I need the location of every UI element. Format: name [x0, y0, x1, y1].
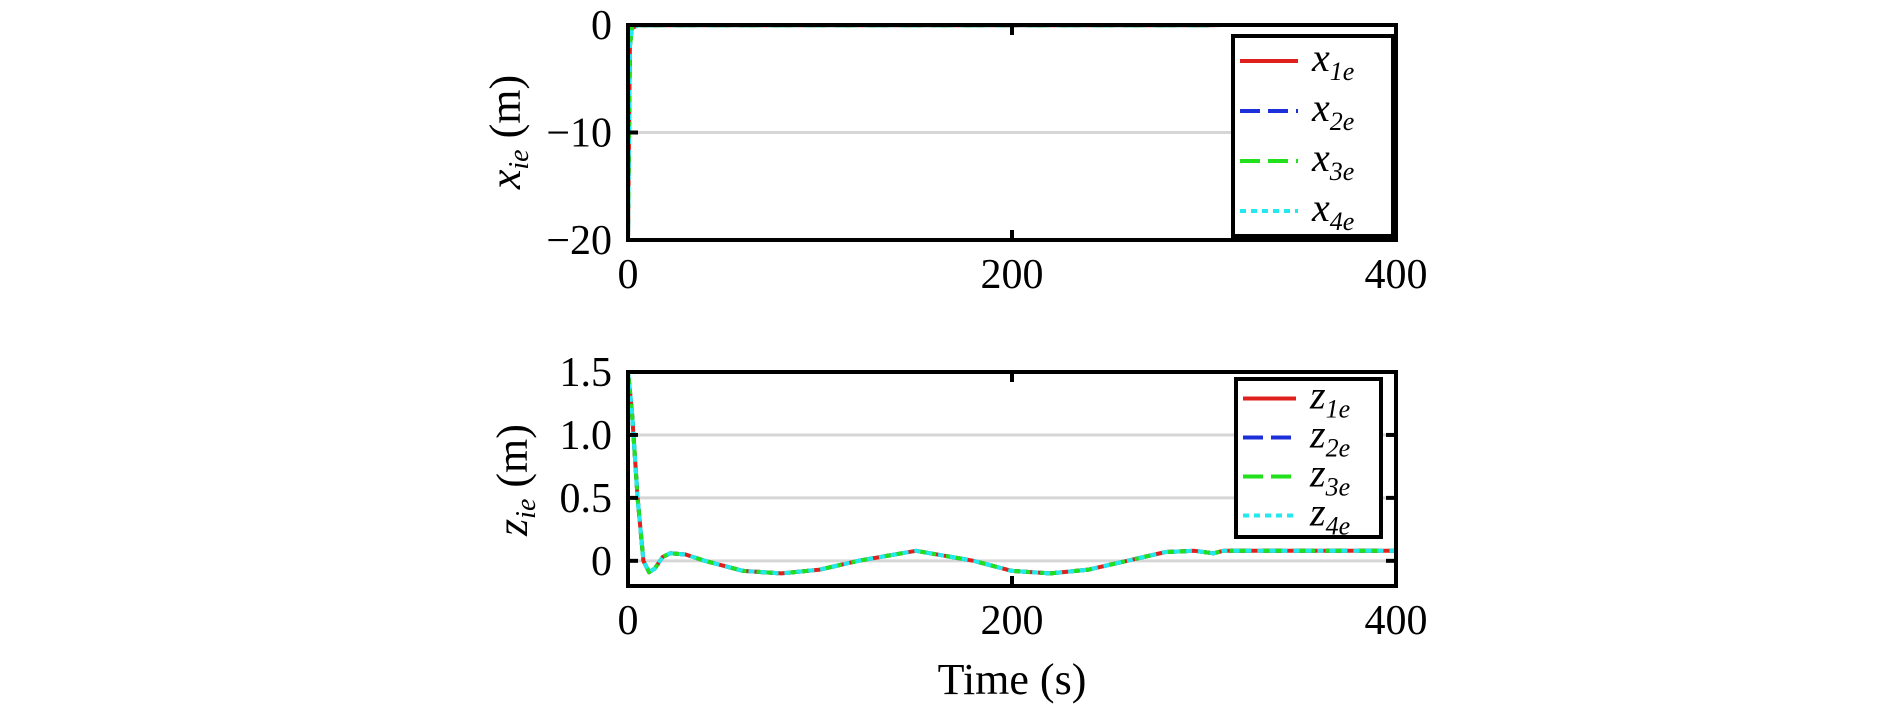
series-line-z4e: [626, 371, 1396, 576]
y-axis-label-main: z: [488, 519, 537, 537]
legend-entry: x4e: [1311, 185, 1354, 236]
x-tick-label: 0: [618, 598, 639, 644]
legend-entry-name: z: [1309, 412, 1326, 457]
legend-entry: x2e: [1311, 85, 1354, 136]
y-tick-label: 1.0: [560, 413, 613, 459]
y-tick-label: −20: [546, 218, 612, 264]
x-tick-label: 0: [618, 252, 639, 298]
y-axis-label-unit: (m): [481, 75, 530, 150]
y-tick-label: 0.5: [560, 476, 613, 522]
y-tick-label: 0: [591, 3, 612, 49]
x-tick-label: 400: [1365, 598, 1428, 644]
legend-entry-name: x: [1311, 185, 1330, 230]
legend-entry: z1e: [1309, 373, 1350, 424]
x-tick-label: 200: [981, 252, 1044, 298]
y-axis-label-main: x: [481, 169, 530, 190]
legend-entry-name: z: [1309, 451, 1326, 496]
legend-entry: z2e: [1309, 412, 1350, 463]
legend-entry-sub: 1e: [1326, 395, 1351, 424]
x-tick-label: 200: [981, 598, 1044, 644]
legend-entry-sub: 4e: [1326, 512, 1351, 541]
legend-entry-name: x: [1311, 135, 1330, 180]
legend-entry-sub: 4e: [1330, 207, 1355, 236]
y-axis-label: zie (m): [488, 424, 542, 537]
y-axis-label-unit: (m): [488, 424, 537, 499]
legend-entry-name: z: [1309, 490, 1326, 535]
legend-entry-name: z: [1309, 373, 1326, 418]
series-line-z3e: [626, 371, 1396, 576]
legend-entry: z4e: [1309, 490, 1350, 541]
legend-entry-sub: 2e: [1326, 434, 1351, 463]
x-tick-label: 400: [1365, 252, 1428, 298]
legend-entry-sub: 3e: [1325, 473, 1351, 502]
legend-entry-sub: 3e: [1329, 157, 1355, 186]
x-axis-label: Time (s): [938, 655, 1087, 704]
y-tick-label: 0: [591, 539, 612, 585]
legend-entry-sub: 1e: [1330, 57, 1355, 86]
y-axis-label-sub: ie: [504, 149, 535, 169]
legend-entry: z3e: [1309, 451, 1350, 502]
y-tick-label: −10: [546, 111, 612, 157]
legend-entry-name: x: [1311, 85, 1330, 130]
legend-entry: x1e: [1311, 35, 1354, 86]
legend-entry-sub: 2e: [1330, 107, 1355, 136]
y-tick-label: 1.5: [560, 350, 613, 396]
legend-box: [1231, 34, 1395, 238]
legend-box: [1234, 377, 1383, 539]
legend-entry: x3e: [1311, 135, 1354, 186]
legend-entry-name: x: [1311, 35, 1330, 80]
y-axis-label-sub: ie: [511, 499, 542, 519]
y-axis-label: xie (m): [481, 75, 535, 190]
